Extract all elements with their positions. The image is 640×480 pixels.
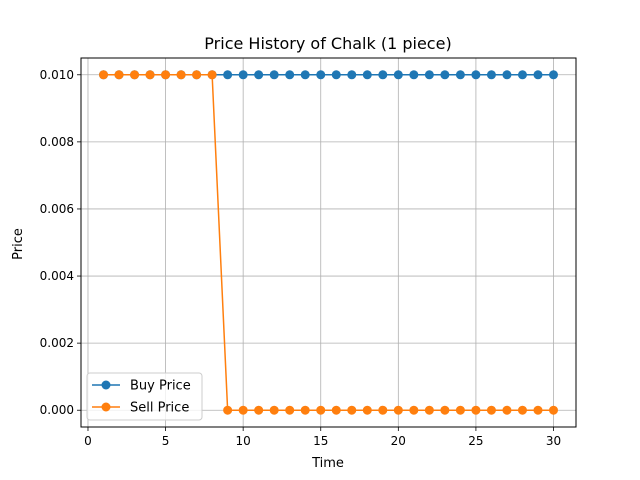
data-point-sell-price — [347, 405, 357, 415]
y-axis-label: Price — [11, 228, 26, 260]
data-point-sell-price — [471, 405, 481, 415]
y-tick-label: 0.002 — [40, 336, 74, 350]
data-point-sell-price — [440, 405, 450, 415]
data-point-sell-price — [223, 405, 233, 415]
legend: Buy Price Sell Price — [86, 372, 203, 421]
data-point-sell-price — [331, 405, 341, 415]
y-tick-label: 0.000 — [40, 403, 74, 417]
legend-label-buy-price: Buy Price — [130, 379, 191, 394]
data-point-buy-price — [285, 70, 295, 80]
data-point-buy-price — [347, 70, 357, 80]
x-tick-label: 20 — [391, 434, 406, 448]
data-point-buy-price — [533, 70, 543, 80]
y-tick-label: 0.004 — [40, 269, 74, 283]
data-point-buy-price — [486, 70, 496, 80]
data-point-sell-price — [99, 70, 108, 80]
x-tick-label: 30 — [546, 434, 561, 448]
data-point-buy-price — [254, 70, 264, 80]
series-sell-price — [99, 70, 558, 415]
data-point-sell-price — [517, 405, 527, 415]
data-point-sell-price — [486, 405, 496, 415]
data-point-buy-price — [269, 70, 279, 80]
data-point-sell-price — [362, 405, 372, 415]
x-tick-label: 10 — [236, 434, 251, 448]
data-point-sell-price — [316, 405, 326, 415]
y-tick-label: 0.010 — [40, 68, 74, 82]
data-point-sell-price — [424, 405, 434, 415]
data-point-sell-price — [176, 70, 186, 80]
axis-ticks: 0 5 10 15 20 25 30 0.000 0.002 0.004 0.006 0.008 0.0… — [40, 68, 562, 448]
data-point-buy-price — [424, 70, 434, 80]
series-layer — [99, 70, 558, 415]
data-point-sell-price — [254, 405, 264, 415]
data-point-buy-price — [440, 70, 450, 80]
plot-frame — [80, 57, 577, 428]
data-point-buy-price — [223, 70, 233, 80]
data-point-buy-price — [471, 70, 481, 80]
data-point-sell-price — [130, 70, 140, 80]
data-point-sell-price — [161, 70, 171, 80]
x-axis-label: Time — [311, 456, 344, 471]
data-point-sell-price — [269, 405, 279, 415]
legend-marker-buy-price — [101, 380, 111, 390]
data-point-sell-price — [533, 405, 543, 415]
data-point-sell-price — [207, 70, 217, 80]
data-point-buy-price — [316, 70, 326, 80]
data-point-sell-price — [455, 405, 465, 415]
x-tick-label: 25 — [468, 434, 483, 448]
legend-label-sell-price: Sell Price — [130, 401, 189, 416]
y-tick-label: 0.008 — [40, 135, 74, 149]
data-point-sell-price — [114, 70, 124, 80]
x-tick-label: 0 — [84, 434, 92, 448]
data-point-buy-price — [393, 70, 403, 80]
x-tick-label: 5 — [162, 434, 170, 448]
data-point-buy-price — [238, 70, 248, 80]
legend-marker-sell-price — [101, 402, 111, 412]
data-point-sell-price — [192, 70, 202, 80]
data-point-buy-price — [378, 70, 388, 80]
data-point-sell-price — [549, 405, 558, 415]
data-point-buy-price — [455, 70, 465, 80]
data-point-sell-price — [238, 405, 248, 415]
data-point-sell-price — [300, 405, 310, 415]
y-tick-label: 0.006 — [40, 202, 74, 216]
x-tick-label: 15 — [313, 434, 328, 448]
data-point-buy-price — [331, 70, 341, 80]
data-point-sell-price — [502, 405, 512, 415]
chart-title: Price History of Chalk (1 piece) — [204, 34, 451, 53]
data-point-sell-price — [409, 405, 419, 415]
data-point-buy-price — [502, 70, 512, 80]
data-point-sell-price — [285, 405, 295, 415]
data-point-sell-price — [378, 405, 388, 415]
data-point-buy-price — [362, 70, 372, 80]
data-point-buy-price — [300, 70, 310, 80]
data-point-sell-price — [145, 70, 155, 80]
data-point-sell-price — [393, 405, 403, 415]
data-point-buy-price — [549, 70, 558, 80]
data-point-buy-price — [517, 70, 527, 80]
data-point-buy-price — [409, 70, 419, 80]
